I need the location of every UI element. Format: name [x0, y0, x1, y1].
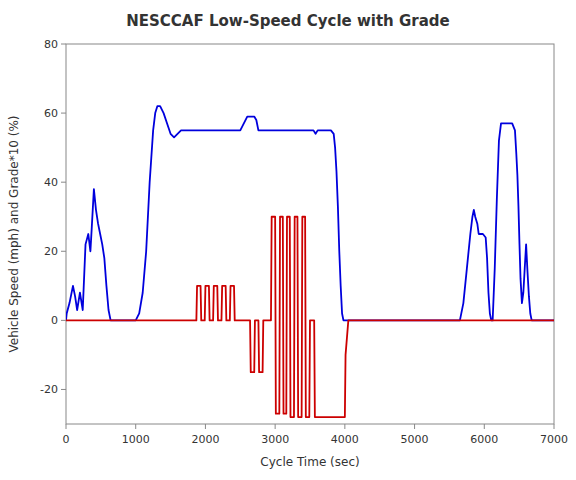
chart: 0 1000 2000 3000 4000 5000 6000 7000 -20 0 20 40 60 8… — [0, 0, 576, 480]
x-tick-label: 1000 — [122, 433, 150, 446]
x-tick-label: 5000 — [401, 433, 429, 446]
x-tick — [66, 424, 67, 429]
x-tick — [205, 424, 206, 429]
x-axis-label: Cycle Time (sec) — [260, 455, 359, 469]
y-axis-label: Vehicle Speed (mph) and Grade*10 (%) — [7, 115, 21, 352]
x-tick-label: 2000 — [191, 433, 219, 446]
series-line — [66, 106, 554, 320]
plot-frame — [66, 44, 554, 424]
plot-area — [66, 106, 554, 417]
y-tick-label: 80 — [44, 38, 58, 51]
y-tick-label: 0 — [51, 314, 58, 327]
series-line — [66, 217, 554, 417]
x-tick — [554, 424, 555, 429]
x-tick-label: 7000 — [540, 433, 568, 446]
x-tick-label: 3000 — [261, 433, 289, 446]
y-tick — [61, 251, 66, 252]
x-tick-label: 6000 — [470, 433, 498, 446]
y-tick-label: 20 — [44, 245, 58, 258]
background — [0, 0, 576, 480]
axes: 0 1000 2000 3000 4000 5000 6000 7000 -20 0 20 40 60 8… — [40, 38, 568, 446]
y-tick-label: -20 — [40, 383, 58, 396]
x-tick — [344, 424, 345, 429]
y-tick-label: 60 — [44, 107, 58, 120]
y-tick — [61, 113, 66, 114]
x-tick-label: 4000 — [331, 433, 359, 446]
x-tick-label: 0 — [63, 433, 70, 446]
y-tick — [61, 320, 66, 321]
x-tick — [414, 424, 415, 429]
x-tick — [484, 424, 485, 429]
x-tick — [275, 424, 276, 429]
y-tick-label: 40 — [44, 176, 58, 189]
y-tick — [61, 182, 66, 183]
y-tick — [61, 44, 66, 45]
title: NESCCAF Low-Speed Cycle with Grade — [126, 12, 450, 30]
x-tick — [135, 424, 136, 429]
y-tick — [61, 389, 66, 390]
